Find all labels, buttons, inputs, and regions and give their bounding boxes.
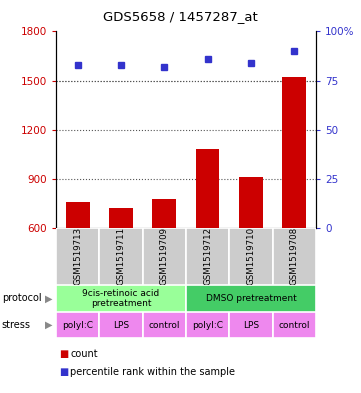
Text: ■: ■ (60, 367, 69, 377)
Text: ■: ■ (60, 349, 69, 359)
Bar (99, 228, 143, 285)
Bar (56, 285, 186, 312)
Text: percentile rank within the sample: percentile rank within the sample (70, 367, 235, 377)
Text: polyI:C: polyI:C (62, 321, 93, 329)
Bar (109, 208, 133, 228)
Text: control: control (148, 321, 180, 329)
Bar (229, 228, 273, 285)
Bar (273, 228, 316, 285)
Text: GDS5658 / 1457287_at: GDS5658 / 1457287_at (103, 10, 258, 23)
Bar (99, 312, 143, 338)
Text: control: control (278, 321, 310, 329)
Bar (56, 228, 99, 285)
Text: polyI:C: polyI:C (192, 321, 223, 329)
Text: ▶: ▶ (45, 320, 52, 330)
Text: DMSO pretreatment: DMSO pretreatment (205, 294, 296, 303)
Text: 9cis-retinoic acid
pretreatment: 9cis-retinoic acid pretreatment (82, 288, 160, 308)
Text: LPS: LPS (113, 321, 129, 329)
Bar (186, 312, 229, 338)
Bar (143, 228, 186, 285)
Bar (229, 312, 273, 338)
Bar (143, 312, 186, 338)
Bar (56, 312, 99, 338)
Text: GSM1519708: GSM1519708 (290, 228, 299, 285)
Text: count: count (70, 349, 98, 359)
Bar (273, 312, 316, 338)
Text: GSM1519713: GSM1519713 (73, 228, 82, 285)
Text: GSM1519712: GSM1519712 (203, 228, 212, 285)
Bar (196, 149, 219, 228)
Text: stress: stress (2, 320, 31, 330)
Bar (66, 202, 90, 228)
Bar (282, 77, 306, 228)
Text: ▶: ▶ (45, 293, 52, 303)
Text: LPS: LPS (243, 321, 259, 329)
Text: protocol: protocol (2, 293, 42, 303)
Bar (186, 228, 229, 285)
Bar (186, 285, 316, 312)
Text: GSM1519711: GSM1519711 (117, 228, 125, 285)
Text: GSM1519709: GSM1519709 (160, 228, 169, 285)
Bar (239, 177, 263, 228)
Bar (152, 199, 176, 228)
Text: GSM1519710: GSM1519710 (247, 228, 255, 285)
